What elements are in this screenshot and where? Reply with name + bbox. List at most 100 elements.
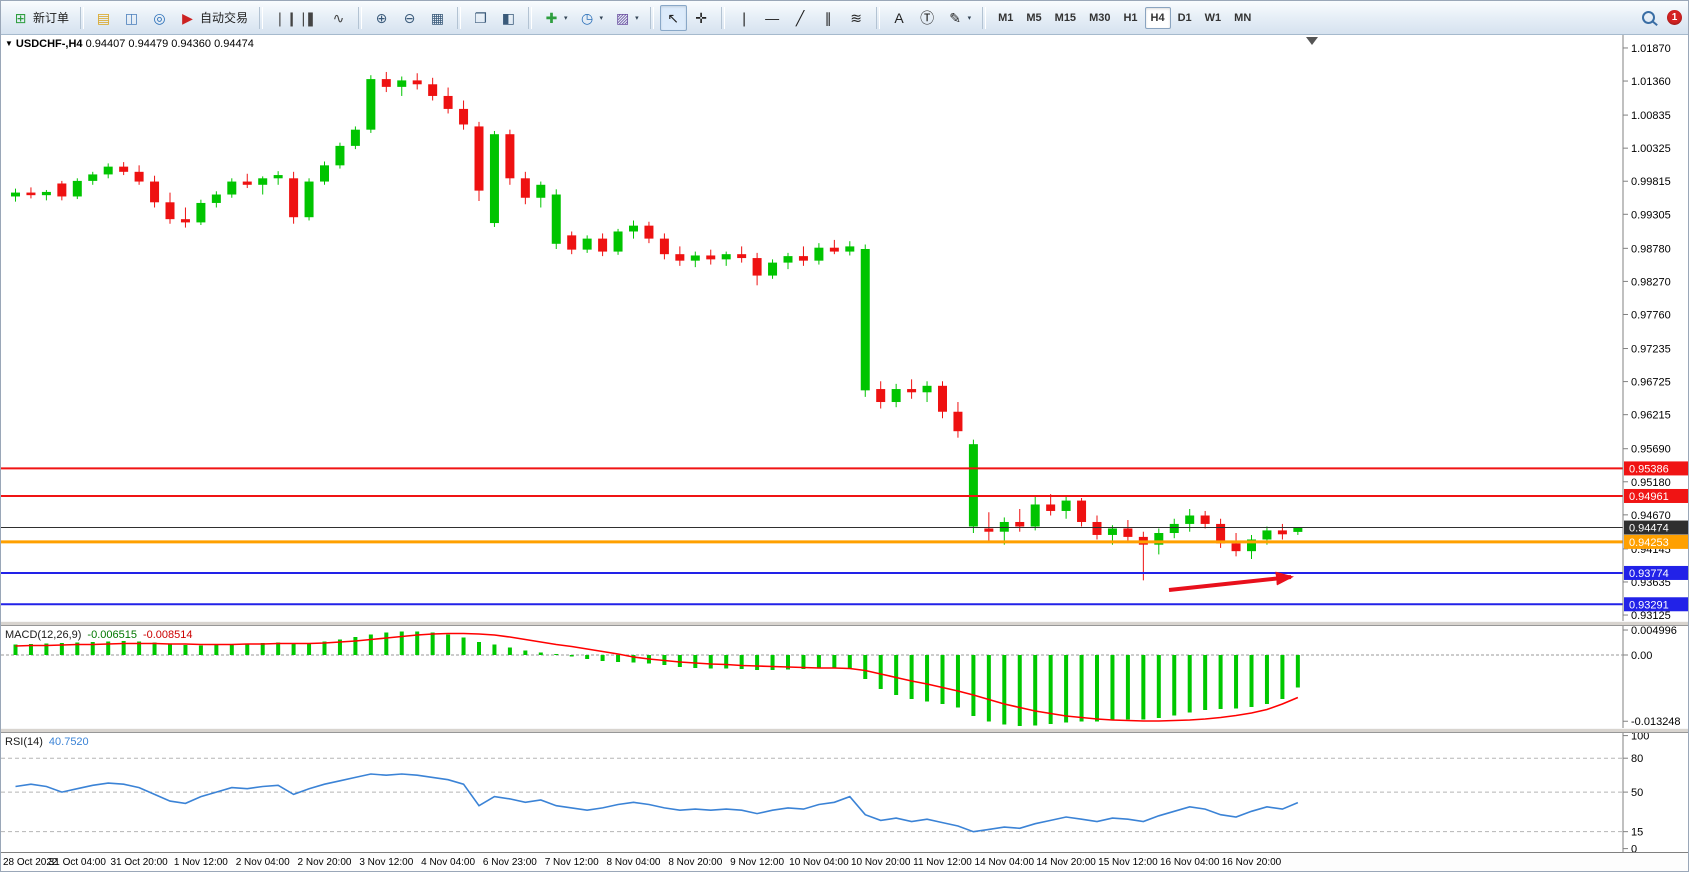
arrange-windows-button[interactable]: ◧: [495, 5, 522, 31]
candlesticks: [11, 71, 1303, 581]
time-axis[interactable]: 28 Oct 2022 31 Oct 04:00 31 Oct 20:00 1 Nov…: [1, 852, 1688, 871]
toolbar-separator: [528, 6, 533, 29]
periods-button[interactable]: ◷ ▾: [574, 5, 609, 31]
notification-badge[interactable]: 1: [1667, 10, 1682, 25]
new-order-button-label: 新订单: [33, 11, 70, 25]
price-axis-label: 0.97760: [1631, 309, 1671, 321]
candle: [57, 183, 67, 197]
panel-splitter-macd[interactable]: [1, 621, 1688, 626]
macd-histogram-bar: [477, 642, 481, 655]
horizontal-line-button[interactable]: ―: [759, 5, 786, 31]
trendline-button[interactable]: ╱: [787, 5, 814, 31]
bar-chart-button[interactable]: ❘❙❘: [269, 5, 309, 31]
macd-histogram-bar: [245, 643, 250, 655]
toolbar-separator: [649, 6, 654, 29]
annotation-arrow[interactable]: [1168, 571, 1294, 592]
panel-splitter-rsi[interactable]: [1, 728, 1688, 733]
candle: [737, 254, 747, 259]
chart-shift-marker-icon[interactable]: [1306, 37, 1318, 45]
zoom-out-button[interactable]: ⊖: [396, 5, 423, 31]
macd-histogram-bar: [1017, 655, 1022, 726]
macd-histogram-bar: [1110, 655, 1115, 721]
autotrading-button[interactable]: ▶ 自动交易: [174, 5, 253, 31]
time-label: 31 Oct 04:00: [48, 857, 106, 868]
macd-histogram-bar: [353, 637, 358, 655]
time-label: 31 Oct 20:00: [110, 857, 168, 868]
autotrading-icon: ▶: [182, 9, 193, 26]
candle: [242, 181, 252, 185]
candle: [335, 145, 345, 166]
time-label: 8 Nov 04:00: [606, 857, 661, 868]
toolbar-separator: [982, 6, 987, 29]
cursor-button[interactable]: ↖: [659, 4, 687, 31]
macd-histogram-bar: [137, 641, 142, 655]
macd-histogram-bar: [461, 637, 466, 655]
rsi-value: 40.7520: [48, 736, 89, 748]
macd-histogram-bar: [971, 655, 976, 716]
navigator-button[interactable]: ◎: [146, 5, 173, 31]
new-order-button[interactable]: ⊞ 新订单: [7, 5, 74, 31]
tf-button-m5[interactable]: M5: [1026, 11, 1042, 24]
dropdown-caret-icon: ▾: [967, 14, 972, 22]
macd-histogram-bar: [847, 655, 852, 669]
tile-windows-button[interactable]: ▦: [424, 5, 451, 31]
macd-histogram-bar: [1002, 655, 1007, 725]
level-price-tag-text: 0.93291: [1629, 599, 1669, 611]
macd-histogram-bar: [677, 655, 682, 667]
macd-histogram-bar: [492, 644, 497, 655]
macd-histogram-bar: [816, 655, 821, 669]
tf-button-h4[interactable]: H4: [1144, 6, 1171, 29]
zoom-in-button[interactable]: ⊕: [368, 5, 395, 31]
candle: [26, 192, 36, 196]
rsi-axis-label: 100: [1631, 731, 1649, 743]
channel-button[interactable]: ∥: [815, 5, 842, 31]
price-axis-label: 0.95690: [1631, 444, 1671, 456]
vertical-line-button[interactable]: ❘: [731, 5, 758, 31]
crosshair-button[interactable]: ✛: [688, 5, 715, 31]
market-watch-button[interactable]: ▤: [90, 5, 117, 31]
search-button[interactable]: [1637, 5, 1660, 31]
price-axis[interactable]: 1.01870 1.01360 1.00835 1.00325 0.99815 0.993…: [1622, 35, 1688, 872]
time-label: 11 Nov 12:00: [913, 857, 972, 868]
fibonacci-button[interactable]: ≋: [843, 5, 870, 31]
macd-histogram-bar: [337, 639, 342, 655]
line-chart-button[interactable]: ∿: [325, 5, 352, 31]
tf-button-w1[interactable]: W1: [1204, 11, 1222, 24]
price-axis-label: 0.93125: [1631, 610, 1671, 622]
shapes-button[interactable]: ✎ ▾: [942, 5, 977, 31]
candle: [196, 202, 206, 223]
tf-button-h1[interactable]: H1: [1123, 11, 1138, 24]
cascade-windows-button[interactable]: ❐: [467, 5, 494, 31]
data-window-button[interactable]: ◫: [118, 5, 145, 31]
macd-histogram-bar: [229, 644, 234, 655]
text-label-button[interactable]: Ⓣ: [914, 5, 941, 31]
candle: [428, 84, 438, 96]
chevron-down-icon[interactable]: ▼: [5, 39, 13, 48]
candle: [1107, 528, 1117, 535]
macd-histogram-bar: [121, 641, 126, 655]
indicators-button[interactable]: ✚ ▾: [538, 5, 573, 31]
tf-button-m1[interactable]: M1: [998, 11, 1014, 24]
macd-axis-label: 0.00: [1631, 650, 1652, 662]
tf-button-m30[interactable]: M30: [1089, 11, 1111, 24]
price-axis-label: 0.94670: [1631, 510, 1671, 522]
templates-button[interactable]: ▨ ▾: [609, 5, 644, 31]
macd-histogram-bar: [739, 655, 744, 669]
tf-button-mn[interactable]: MN: [1234, 11, 1252, 24]
text-button[interactable]: A: [886, 5, 913, 31]
tf-button-d1[interactable]: D1: [1177, 11, 1192, 24]
tf-button-m15[interactable]: M15: [1054, 11, 1077, 24]
candle: [119, 166, 129, 172]
time-label: 2 Nov 20:00: [297, 857, 352, 868]
macd-signal-value: -0.008514: [142, 629, 193, 641]
rsi-axis-label: 15: [1631, 827, 1643, 839]
macd-histogram-bar: [894, 655, 899, 695]
candle: [876, 389, 886, 403]
macd-histogram-bar: [198, 645, 203, 655]
candle: [1046, 504, 1056, 511]
candlestick-button[interactable]: ❚: [297, 5, 324, 31]
level-price-tag: [1624, 520, 1688, 535]
candle: [88, 174, 98, 181]
chart-canvas[interactable]: 1.01870 1.01360 1.00835 1.00325 0.99815 0.993…: [1, 35, 1689, 872]
macd-histogram-bar: [801, 655, 806, 669]
